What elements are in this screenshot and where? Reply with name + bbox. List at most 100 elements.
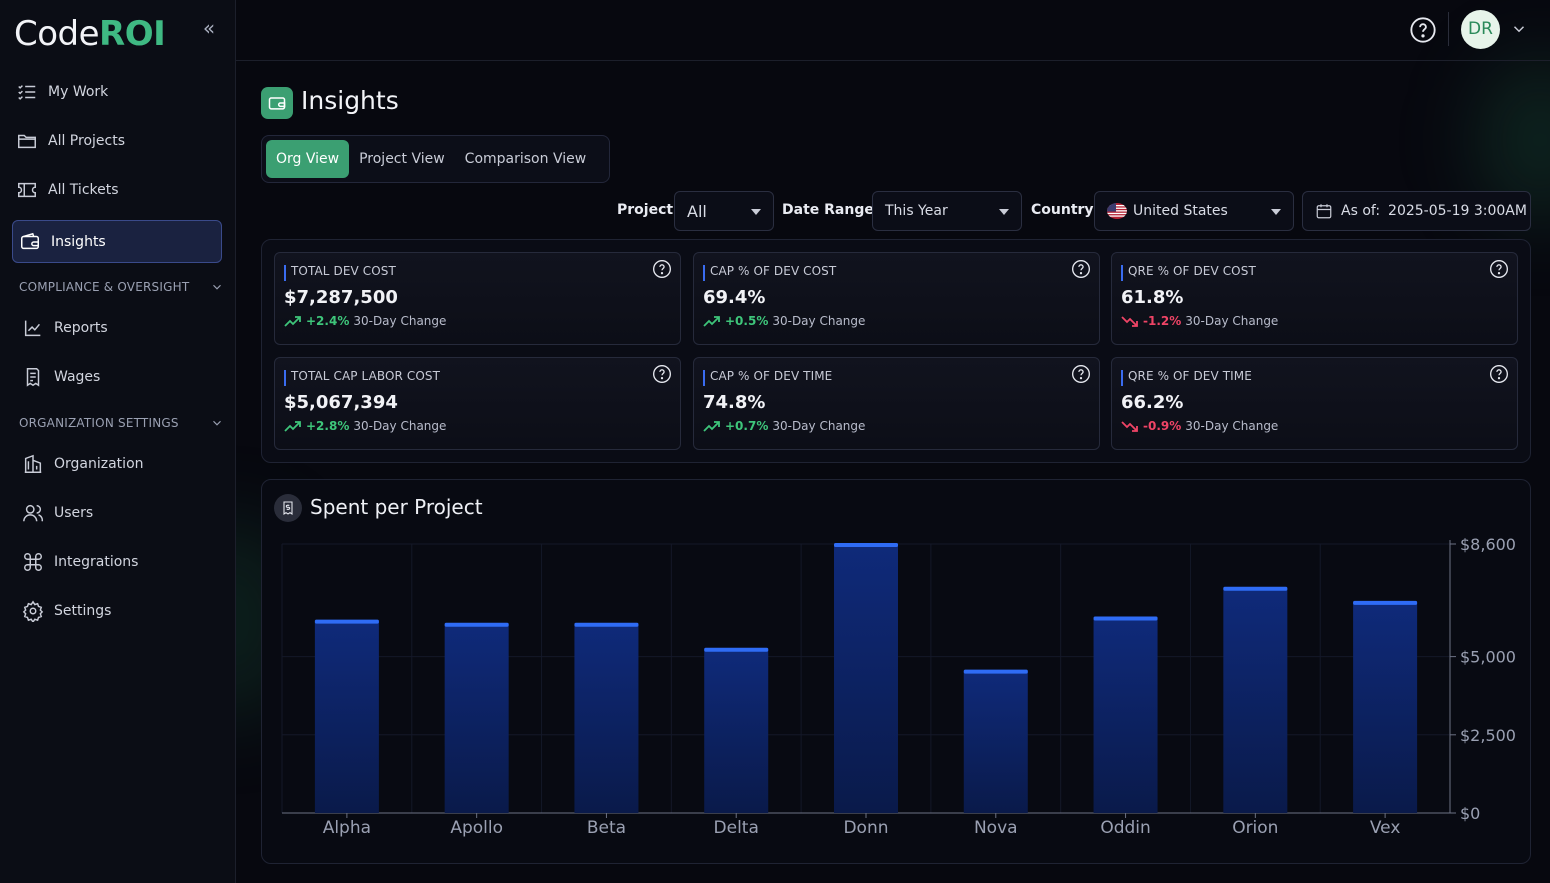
kpi-change: +2.4% 30-Day Change <box>284 314 446 328</box>
kpi-label: CAP % OF DEV TIME <box>710 369 833 383</box>
calendar-icon <box>1316 204 1332 219</box>
insights-page-icon <box>261 87 293 119</box>
sidebar-item-my-work[interactable]: My Work <box>12 72 222 112</box>
x-tick-label: Beta <box>587 818 626 838</box>
country-select[interactable]: United States <box>1094 191 1294 231</box>
x-tick-label: Donn <box>843 818 888 838</box>
help-icon[interactable] <box>652 259 672 279</box>
kpi-change-label: 30-Day Change <box>353 419 447 433</box>
sidebar-item-wages[interactable]: Wages <box>12 357 222 397</box>
chevron-down-icon[interactable] <box>1510 20 1528 38</box>
sidebar-item-integrations[interactable]: Integrations <box>12 542 222 582</box>
x-tick-label: Vex <box>1370 818 1401 838</box>
bar-cap <box>1093 616 1158 621</box>
kpi-change-value: +2.4% <box>306 314 350 328</box>
topbar <box>236 0 1550 61</box>
wallet-icon <box>21 232 39 249</box>
avatar[interactable]: DR <box>1461 10 1500 49</box>
bar-cap <box>1223 586 1288 591</box>
bar-vex <box>1353 601 1418 813</box>
help-icon[interactable] <box>1409 16 1437 44</box>
logo[interactable]: Code ROI <box>14 10 166 54</box>
gear-icon <box>22 600 44 622</box>
kpi-change-label: 30-Day Change <box>353 314 447 328</box>
kpi-value: 61.8% <box>1121 287 1184 308</box>
kpi-card: QRE % OF DEV COST 61.8% -1.2% 30-Day Change <box>1111 252 1518 345</box>
help-icon[interactable] <box>1489 259 1509 279</box>
us-flag-icon <box>1107 203 1127 219</box>
as-of-date-picker[interactable]: As of: 2025-05-19 3:00AM <box>1302 191 1531 231</box>
sidebar-item-label: Insights <box>51 233 106 250</box>
kpi-change-value: +0.5% <box>725 314 769 328</box>
kpi-value: 74.8% <box>703 392 766 413</box>
section-compliance[interactable]: COMPLIANCE & OVERSIGHT <box>19 277 224 297</box>
sidebar-item-users[interactable]: Users <box>12 493 222 533</box>
sidebar-item-label: Organization <box>54 456 144 472</box>
kpi-change-label: 30-Day Change <box>1185 419 1279 433</box>
sidebar-item-label: Settings <box>54 603 112 619</box>
command-icon <box>24 553 42 571</box>
ticket-icon <box>18 182 36 198</box>
sidebar: Code ROI « My Work All Projects All Ticke… <box>0 0 236 883</box>
date-range-label: Date Range <box>782 202 874 218</box>
y-tick-label: $2,500 <box>1460 726 1516 745</box>
kpi-label: TOTAL DEV COST <box>291 264 396 278</box>
kpi-card: TOTAL DEV COST $7,287,500 +2.4% 30-Day Chan… <box>274 252 681 345</box>
bar-cap <box>574 622 639 627</box>
sidebar-item-reports[interactable]: Reports <box>12 308 222 348</box>
help-icon[interactable] <box>1489 364 1509 384</box>
project-select[interactable]: All <box>674 191 774 231</box>
caret-down-icon <box>1271 209 1281 215</box>
trend-up-icon <box>703 316 720 327</box>
bar-alpha <box>314 620 379 813</box>
chevron-down-icon <box>213 420 221 426</box>
section-org-settings[interactable]: ORGANIZATION SETTINGS <box>19 413 224 433</box>
bar-delta <box>704 648 769 813</box>
kpi-value: 66.2% <box>1121 392 1184 413</box>
kpi-change: -1.2% 30-Day Change <box>1121 314 1278 328</box>
kpi-card: CAP % OF DEV TIME 74.8% +0.7% 30-Day Change <box>693 357 1100 450</box>
bar-cap <box>963 669 1028 674</box>
y-tick-label: $8,600 <box>1460 535 1516 554</box>
chevron-down-icon <box>213 284 221 290</box>
view-tabs: Org View Project View Comparison View <box>261 135 610 183</box>
trend-down-icon <box>1121 421 1138 432</box>
sidebar-item-all-tickets[interactable]: All Tickets <box>12 170 222 210</box>
x-tick-label: Alpha <box>323 818 371 838</box>
kpi-change-value: +0.7% <box>725 419 769 433</box>
sidebar-item-label: All Tickets <box>48 182 119 198</box>
kpi-card: TOTAL CAP LABOR COST $5,067,394 +2.8% 30-Da… <box>274 357 681 450</box>
bar-cap <box>444 622 509 627</box>
tab-comparison-view[interactable]: Comparison View <box>464 151 587 167</box>
country-label: Country <box>1031 202 1094 218</box>
kpi-accent-bar <box>703 370 705 386</box>
x-tick-label: Apollo <box>450 818 503 838</box>
sidebar-item-label: Users <box>54 505 94 521</box>
sidebar-item-organization[interactable]: Organization <box>12 444 222 484</box>
collapse-sidebar-icon[interactable]: « <box>202 16 216 40</box>
sidebar-item-insights[interactable]: Insights <box>12 220 222 263</box>
bar-donn <box>834 544 898 813</box>
help-icon[interactable] <box>1071 364 1091 384</box>
bar-cap <box>314 619 379 624</box>
sidebar-item-all-projects[interactable]: All Projects <box>12 121 222 161</box>
project-select-value: All <box>687 201 707 221</box>
help-icon[interactable] <box>1071 259 1091 279</box>
sidebar-item-label: Integrations <box>54 554 139 570</box>
trend-up-icon <box>284 421 301 432</box>
kpi-change-value: +2.8% <box>306 419 350 433</box>
date-range-select[interactable]: This Year <box>872 191 1022 231</box>
bar-nova <box>963 670 1028 813</box>
help-icon[interactable] <box>652 364 672 384</box>
kpi-change: +0.7% 30-Day Change <box>703 419 865 433</box>
chart-line-icon <box>24 320 41 337</box>
kpi-accent-bar <box>284 265 286 281</box>
tab-project-view[interactable]: Project View <box>359 151 445 167</box>
page-title: Insights <box>301 86 399 115</box>
kpi-change: -0.9% 30-Day Change <box>1121 419 1278 433</box>
bar-oddin <box>1093 617 1158 813</box>
sidebar-item-settings[interactable]: Settings <box>12 591 222 631</box>
tab-org-view[interactable]: Org View <box>266 140 350 178</box>
kpi-accent-bar <box>1121 370 1123 386</box>
kpi-change-label: 30-Day Change <box>772 419 866 433</box>
